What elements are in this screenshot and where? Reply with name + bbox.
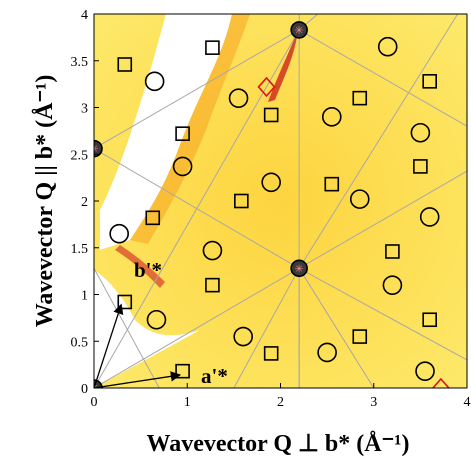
square-marker [385, 244, 400, 259]
bragg-peak-star: ✳ [89, 143, 98, 156]
y-tick-label: 2.5 [71, 148, 89, 163]
square-marker [205, 40, 220, 55]
bragg-peak-star: ✳ [295, 24, 304, 37]
basis-arrow [94, 371, 182, 388]
circle-marker [382, 275, 403, 295]
circle-marker [410, 122, 431, 143]
y-tick-label: 1 [81, 289, 88, 304]
y-tick-label: 1.5 [71, 242, 89, 257]
square-marker [263, 107, 279, 123]
square-marker [234, 193, 249, 209]
bragg-peak-star: ✳ [295, 262, 304, 275]
square-marker [117, 57, 133, 72]
lattice-grid-line [298, 29, 467, 127]
y-tick-label: 0.5 [71, 335, 89, 350]
circle-marker [144, 71, 165, 92]
square-marker [352, 90, 368, 106]
circle-marker [419, 207, 440, 227]
lattice-grid-line [233, 268, 300, 388]
circle-marker [317, 342, 337, 363]
lattice-grid-line [94, 268, 160, 388]
square-marker [413, 159, 428, 174]
y-tick-label: 3 [81, 102, 88, 117]
x-tick-label: 2 [277, 395, 284, 410]
diamond-marker [431, 377, 450, 388]
circle-marker [377, 36, 398, 57]
bragg-peak-marker [290, 259, 308, 278]
annotation-b-star: b'* [134, 258, 162, 282]
bragg-peak-star: ✳ [89, 382, 98, 395]
x-tick-label: 4 [464, 395, 471, 410]
red-streak-mid [115, 245, 165, 288]
y-tick-label: 3.5 [71, 55, 89, 70]
circle-marker [349, 189, 370, 209]
basis-arrow [94, 303, 124, 388]
square-marker [352, 329, 368, 344]
diamond-marker [257, 76, 276, 98]
plot-area: ✳ ✳ ✳ ✳ [89, 13, 468, 395]
y-tick-label: 0 [81, 382, 88, 397]
circle-marker [109, 223, 129, 244]
marker-layer: ✳ ✳ ✳ ✳ [89, 21, 450, 395]
annotation-a-star: a'* [201, 364, 228, 388]
bragg-peak-marker [94, 139, 103, 158]
lattice-grid-line [298, 170, 467, 269]
circle-marker [202, 240, 223, 261]
lattice-grid-line [94, 29, 300, 150]
y-tick-label: 2 [81, 195, 88, 210]
square-marker [324, 176, 340, 192]
lattice-grid-line [298, 268, 375, 388]
bragg-peak-marker [290, 21, 308, 39]
square-marker [117, 294, 133, 310]
orange-band [130, 14, 250, 244]
lattice-grid-line [298, 14, 459, 269]
square-marker [422, 312, 438, 328]
x-tick-label: 0 [91, 395, 98, 410]
circle-marker [228, 88, 249, 108]
tick-layer: 0 1 2 3 4 0 0.5 1 1.5 2 2.5 3 3.5 4 [71, 8, 471, 410]
square-marker [422, 74, 438, 89]
grid-layer [94, 14, 467, 388]
square-marker [175, 363, 190, 379]
circle-marker [146, 309, 167, 330]
x-tick-label: 1 [184, 395, 191, 410]
y-axis-label: Wavevector Q || b* (Å⁻¹) [32, 75, 58, 328]
lattice-grid-line [298, 267, 467, 361]
circle-marker [172, 156, 193, 177]
square-marker [263, 346, 279, 361]
circle-marker [261, 172, 281, 193]
square-marker [205, 277, 220, 293]
square-marker [145, 210, 161, 226]
circle-marker [233, 326, 253, 347]
y-tick-label: 4 [81, 8, 88, 23]
lattice-grid-line [94, 148, 300, 269]
white-gap-region [100, 14, 232, 250]
circle-marker [415, 361, 435, 381]
circle-marker [321, 107, 342, 127]
red-streak-top [268, 30, 298, 102]
white-lower-left-region [94, 270, 200, 388]
x-axis-label: Wavevector Q ⊥ b* (Å⁻¹) [147, 431, 410, 457]
x-tick-label: 3 [370, 395, 377, 410]
square-marker [175, 126, 190, 141]
lattice-grid-line [94, 267, 300, 388]
